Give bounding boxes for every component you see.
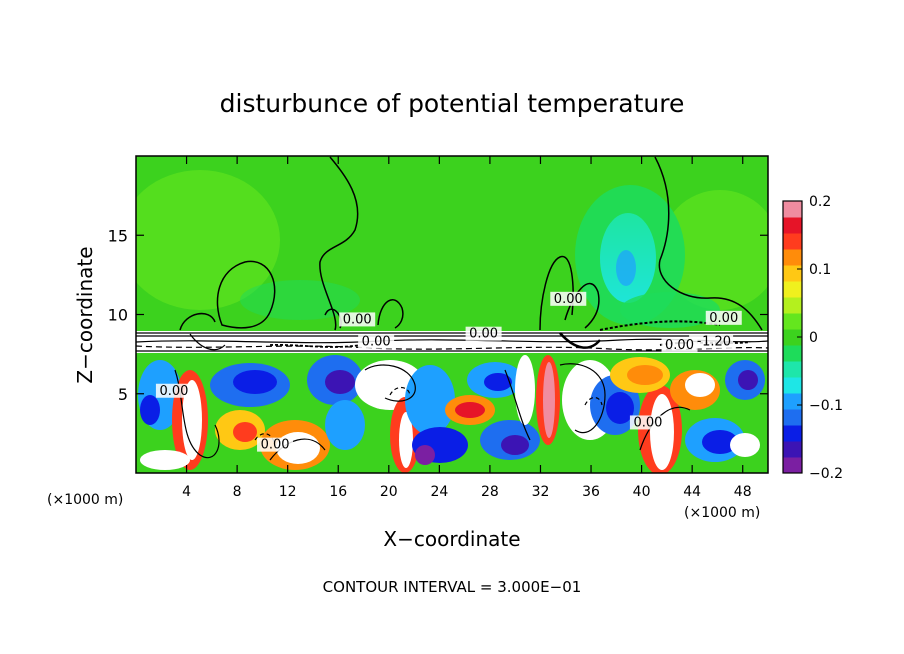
chart-title: disturbunce of potential temperature <box>220 89 685 118</box>
x-tick-label: 12 <box>279 484 297 500</box>
x-tick-label: 24 <box>430 484 448 500</box>
x-tick-label: 44 <box>683 484 701 500</box>
y-tick-label: 15 <box>108 226 128 245</box>
plot-area <box>136 156 768 473</box>
colorbar-swatch <box>783 233 802 250</box>
upper-field-cool-region <box>616 250 636 286</box>
upper-field-light-region <box>660 190 768 310</box>
contour-label: 0.00 <box>159 384 188 399</box>
upper-field-cool-region <box>620 292 720 328</box>
contour-label-bg <box>465 326 502 341</box>
contour-label-bg <box>629 415 666 430</box>
contour-label: 0.00 <box>343 312 372 327</box>
colorbar-swatch <box>783 329 802 346</box>
colorbar-swatch <box>783 249 802 266</box>
colorbar-swatch <box>783 313 802 330</box>
colorbar-swatch <box>783 217 802 234</box>
contour-interval-note: CONTOUR INTERVAL = 3.000E−01 <box>323 578 582 596</box>
colorbar-swatch <box>783 377 802 394</box>
x-unit-left: (×1000 m) <box>47 492 123 508</box>
x-tick-label: 36 <box>582 484 600 500</box>
contour-label: −1.20 <box>691 335 731 350</box>
y-tick-label: 5 <box>118 385 128 404</box>
colorbar-swatch <box>783 201 802 218</box>
colorbar-swatch <box>783 345 802 362</box>
x-unit-right: (×1000 m) <box>684 505 760 521</box>
contour-label: 0.00 <box>261 438 290 453</box>
contour-label: 0.00 <box>362 335 391 350</box>
y-tick-label: 10 <box>108 306 128 325</box>
contour-label-bg <box>661 337 698 352</box>
colorbar-swatch <box>783 409 802 426</box>
contour-label: 0.00 <box>709 311 738 326</box>
contour-labels: 0.000.000.000.000.00 −1.200.000.000.000.0… <box>155 291 742 453</box>
x-tick-label: 40 <box>633 484 651 500</box>
colorbar: −0.2 −0.1 0 0.1 0.2 <box>782 194 843 482</box>
colorbar-tick-label: −0.2 <box>809 466 843 482</box>
colorbar-tick-label: 0.2 <box>809 194 831 210</box>
x-axis-title: X−coordinate <box>383 527 520 551</box>
colorbar-swatch <box>783 281 802 298</box>
x-tick-label: 16 <box>329 484 347 500</box>
colorbar-swatch <box>783 361 802 378</box>
contour-label: 0.00 <box>469 327 498 342</box>
x-axis: 4 8 12 16 20 24 28 32 36 40 44 48 <box>182 156 752 500</box>
lower-field-eddies <box>138 355 765 473</box>
x-tick-label: 48 <box>734 484 752 500</box>
contour-label-bg <box>339 312 376 327</box>
contour-label-bg <box>257 437 294 452</box>
contour-label-bg <box>705 310 742 325</box>
contour-label-bg <box>689 334 734 349</box>
colorbar-swatch <box>783 457 802 474</box>
contour-label: 0.00 <box>554 292 583 307</box>
contour-label-bg <box>358 334 395 349</box>
colorbar-tick-label: 0.1 <box>809 262 831 278</box>
y-axis: 5 10 15 <box>108 226 768 404</box>
x-tick-label: 32 <box>532 484 550 500</box>
x-tick-label: 8 <box>233 484 242 500</box>
x-tick-label: 28 <box>481 484 499 500</box>
contour-label: 0.00 <box>665 338 694 353</box>
contour-label-bg <box>550 291 587 306</box>
colorbar-tick-label: 0 <box>809 330 818 346</box>
colorbar-swatch <box>783 297 802 314</box>
colorbar-swatch <box>783 393 802 410</box>
y-axis-title: Z−coordinate <box>73 246 97 383</box>
contour-label: 0.00 <box>633 415 662 430</box>
upper-field-light-region <box>136 170 280 310</box>
colorbar-swatch <box>783 265 802 282</box>
x-tick-label: 4 <box>182 484 191 500</box>
upper-contours <box>179 156 763 331</box>
contour-label-bg <box>155 383 192 398</box>
colorbar-swatch <box>783 425 802 442</box>
x-tick-label: 20 <box>380 484 398 500</box>
colorbar-tick-label: −0.1 <box>809 398 843 414</box>
colorbar-swatch <box>783 441 802 458</box>
